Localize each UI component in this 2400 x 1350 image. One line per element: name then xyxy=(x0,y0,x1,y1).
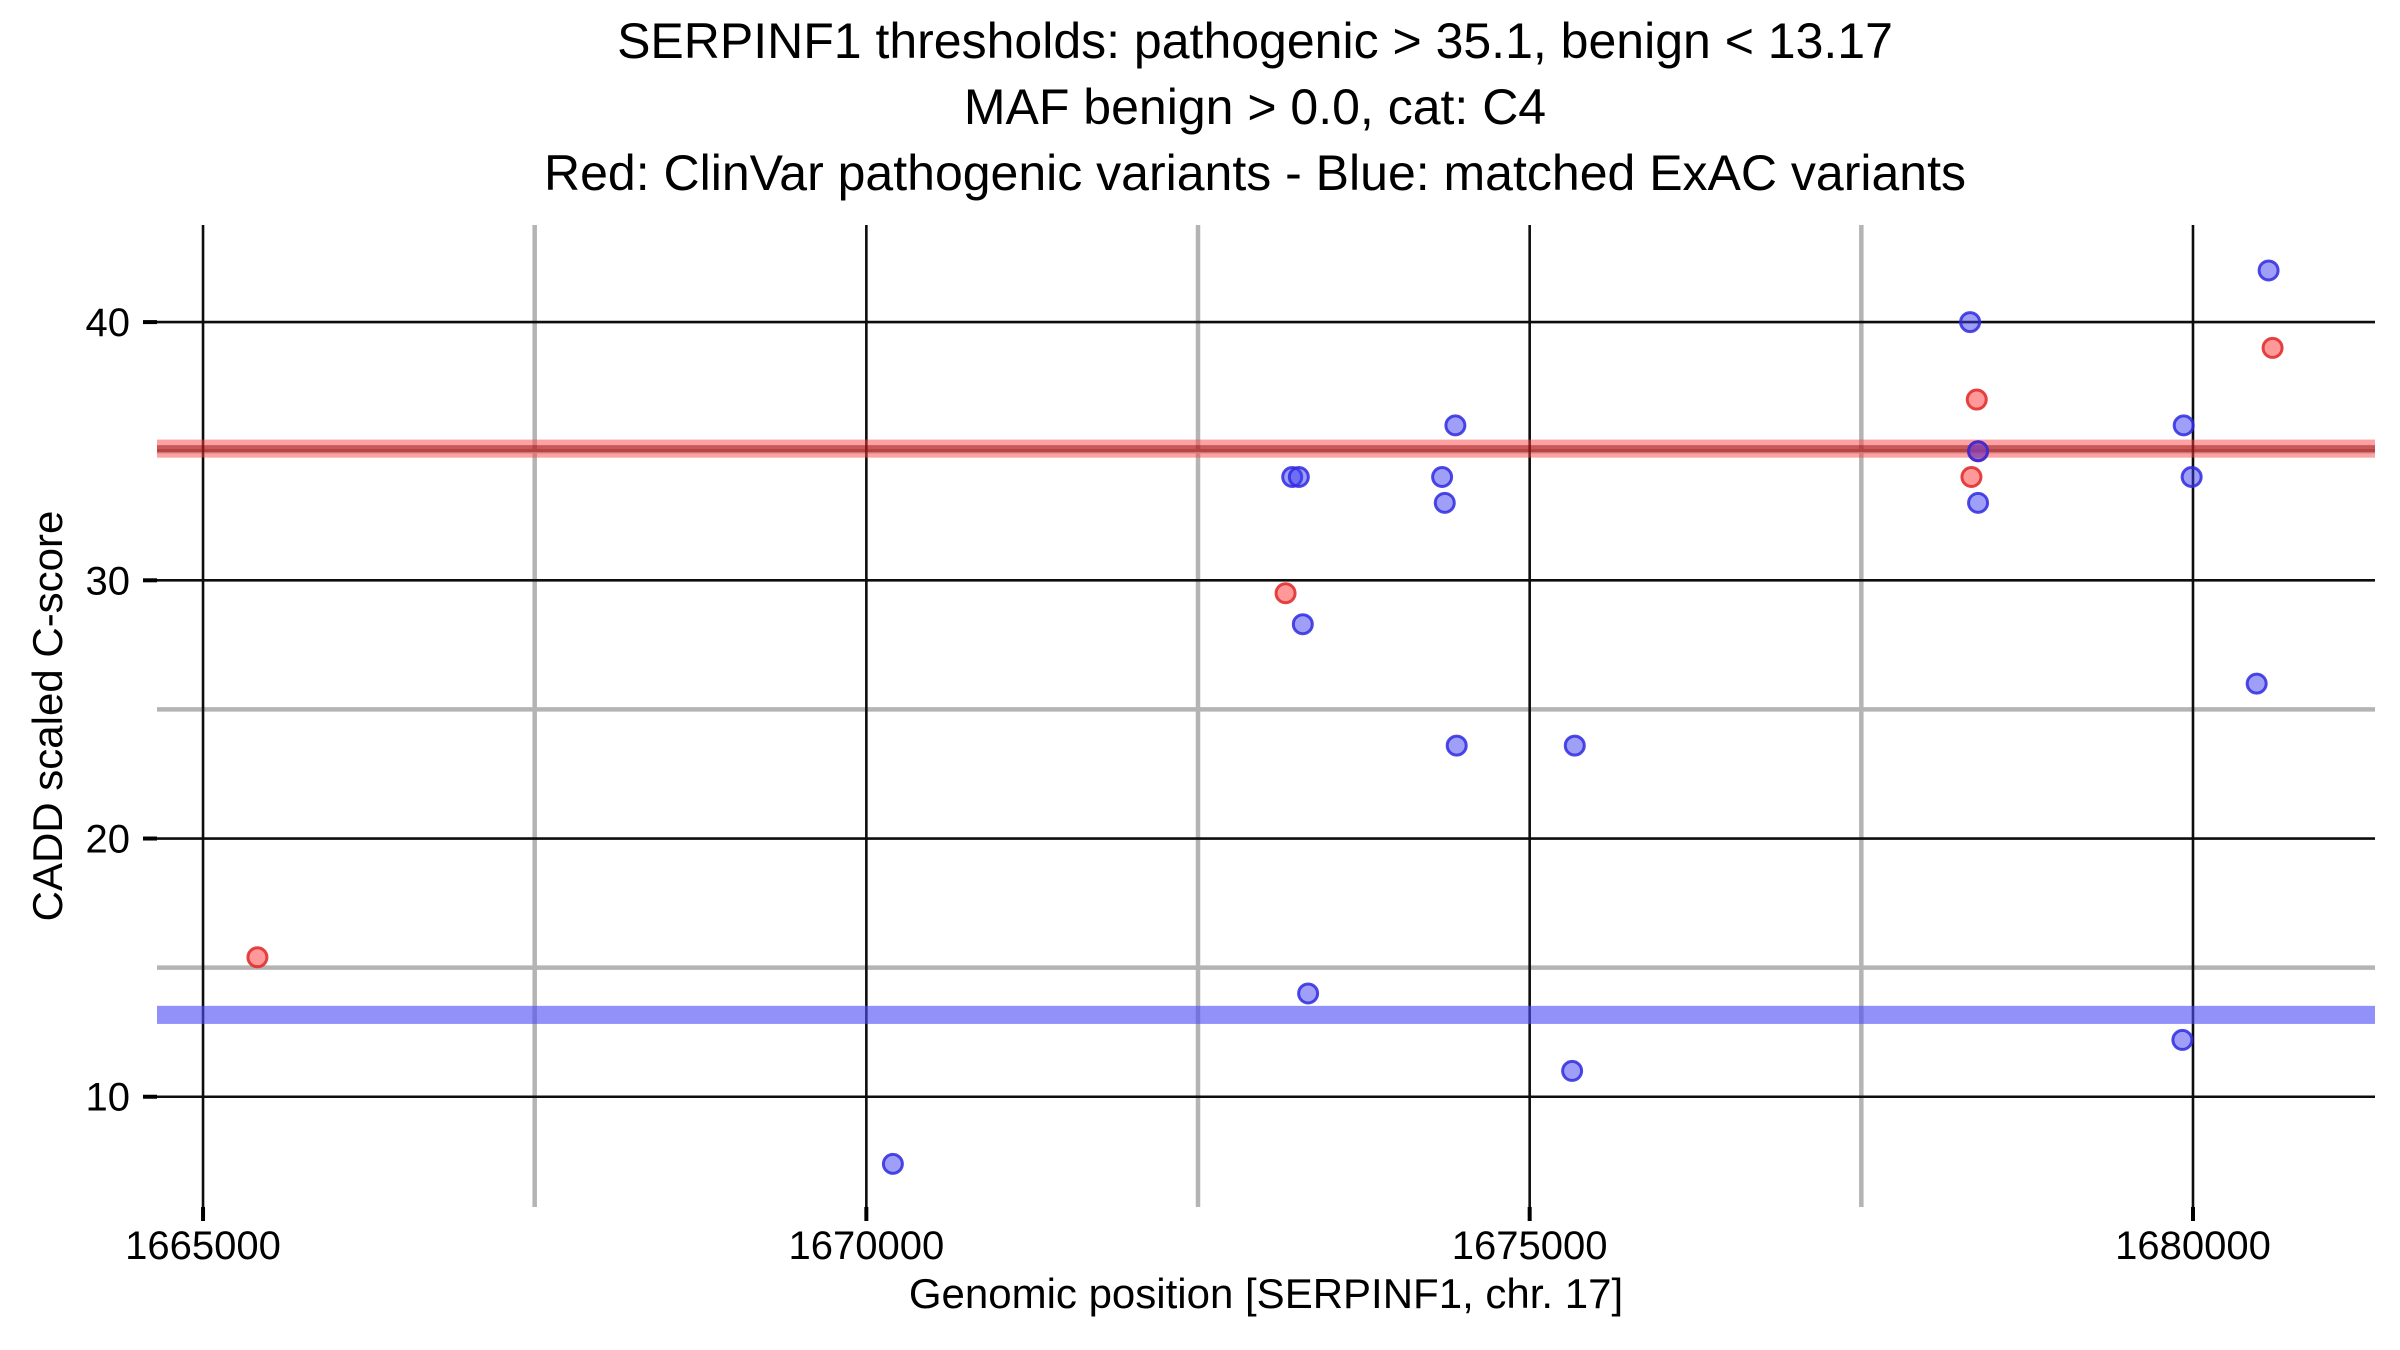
x-axis-title: Genomic position [SERPINF1, chr. 17] xyxy=(909,1270,1623,1317)
data-point-blue xyxy=(1563,734,1586,757)
pathogenic-threshold-band xyxy=(157,439,2375,458)
y-tick-label: 10 xyxy=(86,1076,131,1120)
y-tick-label: 30 xyxy=(86,559,131,603)
data-point-blue xyxy=(2171,1028,2194,1051)
benign-threshold-band xyxy=(157,1005,2375,1024)
data-point-blue xyxy=(1445,734,1468,757)
data-point-blue xyxy=(2180,466,2203,489)
pathogenic-threshold-line xyxy=(157,445,2375,453)
data-point-blue xyxy=(1433,491,1456,514)
data-point-blue xyxy=(1561,1059,1584,1082)
plot-panel: 1665000 1670000 1675000 1680000 10 20 30 40 xyxy=(86,225,2375,1268)
x-tick-label: 1665000 xyxy=(125,1224,281,1268)
chart-title-line3: Red: ClinVar pathogenic variants - Blue:… xyxy=(544,145,1966,201)
data-point-blue xyxy=(1431,466,1454,489)
x-tick-label: 1680000 xyxy=(2115,1224,2271,1268)
data-point-blue xyxy=(1967,440,1990,463)
data-point-blue xyxy=(2257,259,2280,282)
panel-background xyxy=(157,225,2375,1207)
data-point-blue xyxy=(1967,491,1990,514)
chart-title-line2: MAF benign > 0.0, cat: C4 xyxy=(964,79,1546,135)
data-point-blue xyxy=(1287,466,1310,489)
data-point-red xyxy=(1960,466,1983,489)
data-point-blue xyxy=(1297,982,1320,1005)
x-tick-label: 1675000 xyxy=(1452,1224,1608,1268)
data-point-red xyxy=(246,946,269,969)
data-point-red xyxy=(2261,336,2284,359)
y-tick-label: 20 xyxy=(86,818,131,862)
data-point-red xyxy=(1965,388,1988,411)
y-axis-title: CADD scaled C-score xyxy=(24,511,71,922)
data-point-red xyxy=(1274,582,1297,605)
chart-title-line1: SERPINF1 thresholds: pathogenic > 35.1, … xyxy=(617,13,1893,69)
data-point-blue xyxy=(1291,613,1314,636)
data-point-blue xyxy=(881,1152,904,1175)
y-tick-label: 40 xyxy=(86,301,131,345)
data-point-blue xyxy=(1959,311,1982,334)
x-tick-label: 1670000 xyxy=(788,1224,944,1268)
data-point-blue xyxy=(2172,414,2195,437)
data-point-blue xyxy=(1444,414,1467,437)
data-point-blue xyxy=(2245,672,2268,695)
